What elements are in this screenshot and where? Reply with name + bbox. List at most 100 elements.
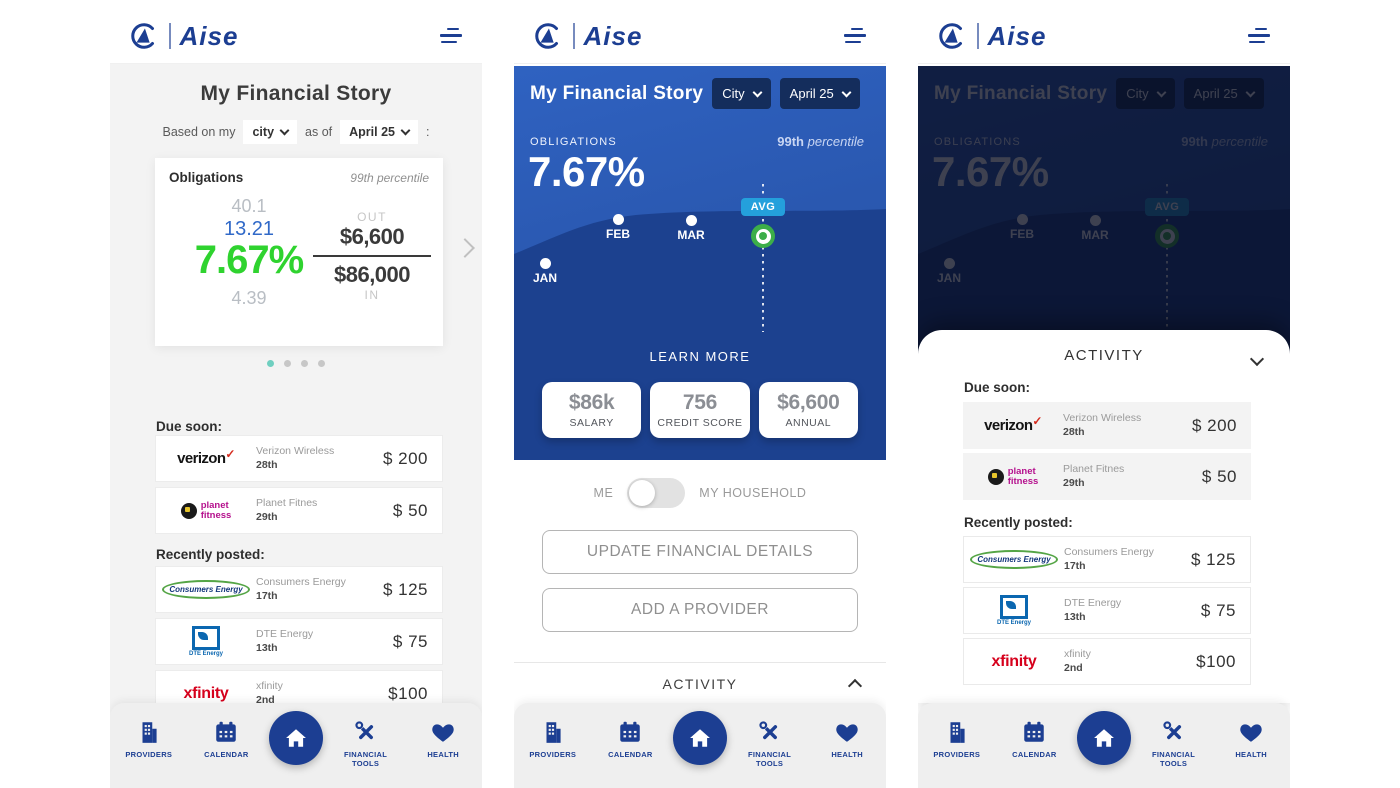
tools-icon	[758, 721, 777, 740]
month-label: FEB	[606, 227, 630, 241]
carousel-dot[interactable]	[284, 360, 291, 367]
carousel-dot[interactable]	[267, 360, 274, 367]
heart-icon	[1240, 724, 1262, 742]
menu-icon[interactable]	[440, 27, 464, 44]
provider-row-consumers[interactable]: Consumers Energy Consumers Energy 17th $ …	[963, 536, 1251, 583]
nav-item-providers[interactable]: PROVIDERS	[518, 719, 588, 759]
provider-name: Verizon Wireless	[256, 445, 335, 458]
next-card-chevron[interactable]	[455, 238, 475, 260]
menu-icon[interactable]	[1248, 27, 1272, 44]
collapse-activity-chevron[interactable]	[1249, 351, 1265, 369]
provider-name: Consumers Energy	[256, 576, 346, 589]
toggle-left-label: ME	[593, 486, 614, 500]
obligations-card[interactable]: Obligations 99th percentile 40.1 13.21 7…	[155, 158, 443, 346]
nav-item-financial-tools[interactable]: FINANCIAL TOOLS	[1139, 719, 1209, 768]
update-financial-details-button[interactable]: UPDATE FINANCIAL DETAILS	[542, 530, 858, 574]
provider-row-dte[interactable]: DTE Energy DTE Energy 13th $ 75	[155, 618, 443, 665]
stat-bottom: 4.39	[231, 288, 267, 308]
fraction-divider	[313, 255, 431, 257]
provider-row-verizon[interactable]: verizon✓ Verizon Wireless 28th $ 200	[155, 435, 443, 482]
bottom-nav: PROVIDERS CALENDAR FINANCIAL TOOLS	[514, 703, 886, 788]
provider-day: 29th	[256, 510, 278, 523]
scope-toggle-row: ME MY HOUSEHOLD	[514, 478, 886, 508]
menu-icon[interactable]	[844, 27, 868, 44]
calendar-icon	[216, 721, 237, 742]
heart-icon	[432, 724, 454, 742]
stat-mid: 13.21	[223, 218, 275, 240]
provider-row-dte[interactable]: DTE Energy DTE Energy 13th $ 75	[963, 587, 1251, 634]
date-dropdown[interactable]: April 25	[779, 78, 860, 109]
nav-item-health[interactable]: HEALTH	[812, 719, 882, 759]
app-header: Aise	[110, 8, 482, 64]
chevron-down-icon	[279, 125, 290, 136]
provider-amount: $ 50	[1201, 466, 1237, 486]
provider-row-verizon[interactable]: verizon✓ Verizon Wireless 28th $ 200	[963, 402, 1251, 449]
building-icon	[546, 722, 561, 743]
page-title: My Financial Story	[530, 82, 704, 104]
percentile-label: 99th percentile	[777, 134, 864, 149]
provider-name: Verizon Wireless	[1063, 412, 1142, 425]
nav-item-providers[interactable]: PROVIDERS	[922, 719, 992, 759]
verizon-logo: verizon✓	[177, 447, 235, 467]
activity-label: ACTIVITY	[1064, 347, 1144, 364]
chevron-up-icon	[847, 678, 863, 693]
in-label: IN	[364, 288, 380, 302]
provider-row-consumers[interactable]: Consumers Energy Consumers Energy 17th $ …	[155, 566, 443, 613]
nav-item-calendar[interactable]: CALENDAR	[191, 719, 261, 759]
learn-more-link[interactable]: LEARN MORE	[649, 349, 751, 364]
provider-day: 2nd	[1064, 661, 1083, 674]
city-dropdown[interactable]: city	[243, 120, 298, 144]
nav-item-home[interactable]	[1076, 711, 1131, 765]
verizon-logo: verizon✓	[984, 414, 1042, 434]
activity-toggle[interactable]: ACTIVITY	[514, 662, 886, 704]
carousel-dots	[110, 360, 482, 367]
dte-box-icon	[191, 626, 220, 650]
provider-amount: $ 75	[392, 631, 428, 651]
nav-item-home[interactable]	[268, 711, 323, 765]
salary-card[interactable]: $86k SALARY	[542, 382, 642, 438]
out-in-fraction: OUT $6,600 $86,000 IN	[309, 210, 435, 302]
nav-item-financial-tools[interactable]: FINANCIAL TOOLS	[331, 719, 401, 768]
data-point-jan[interactable]	[540, 258, 551, 269]
stat-top: 40.1	[231, 196, 267, 216]
credit-score-card[interactable]: 756 CREDIT SCORE	[650, 382, 750, 438]
household-toggle[interactable]	[627, 478, 686, 508]
nav-item-health[interactable]: HEALTH	[1216, 719, 1286, 759]
due-soon-label: Due soon:	[964, 380, 1030, 395]
provider-row-planet-fitness[interactable]: planet fitness Planet Fitnes 29th $ 50	[155, 487, 443, 534]
calendar-icon	[620, 721, 641, 742]
calendar-icon	[1024, 721, 1045, 742]
obligations-label: OBLIGATIONS	[530, 136, 617, 148]
out-value: $6,600	[339, 224, 405, 249]
nav-item-calendar[interactable]: CALENDAR	[999, 719, 1069, 759]
asof-label: as of	[305, 125, 333, 139]
nav-item-calendar[interactable]: CALENDAR	[595, 719, 665, 759]
dte-box-icon	[999, 595, 1028, 619]
main-percentage: 7.67%	[194, 238, 304, 282]
date-dropdown[interactable]: April 25	[340, 120, 418, 144]
add-provider-button[interactable]: ADD A PROVIDER	[542, 588, 858, 632]
provider-day: 29th	[1063, 476, 1085, 489]
nav-item-providers[interactable]: PROVIDERS	[114, 719, 184, 759]
nav-item-financial-tools[interactable]: FINANCIAL TOOLS	[735, 719, 805, 768]
consumers-energy-logo: Consumers Energy	[156, 580, 256, 599]
provider-row-xfinity[interactable]: xfinity xfinity 2nd $100	[963, 638, 1251, 685]
nav-item-home[interactable]	[672, 711, 727, 765]
data-point-mar[interactable]	[686, 215, 697, 226]
data-point-feb[interactable]	[613, 214, 624, 225]
phone-screen-detail: Aise My Financial Story City April 25 OB…	[514, 8, 886, 788]
dte-energy-logo: DTE Energy	[964, 595, 1064, 626]
app-logo: Aise	[128, 21, 238, 51]
city-dropdown[interactable]: City	[712, 78, 771, 109]
provider-row-planet-fitness[interactable]: planet fitness Planet Fitnes 29th $ 50	[963, 453, 1251, 500]
dte-energy-logo: DTE Energy	[156, 626, 256, 657]
carousel-dot[interactable]	[301, 360, 308, 367]
avg-target-marker[interactable]	[751, 224, 775, 248]
nav-item-health[interactable]: HEALTH	[408, 719, 478, 759]
carousel-dot[interactable]	[318, 360, 325, 367]
app-header: Aise	[918, 8, 1290, 64]
annual-card[interactable]: $6,600 ANNUAL	[758, 382, 858, 438]
provider-amount: $100	[388, 683, 428, 703]
consumers-energy-logo: Consumers Energy	[964, 550, 1064, 569]
home-icon	[1094, 729, 1114, 747]
